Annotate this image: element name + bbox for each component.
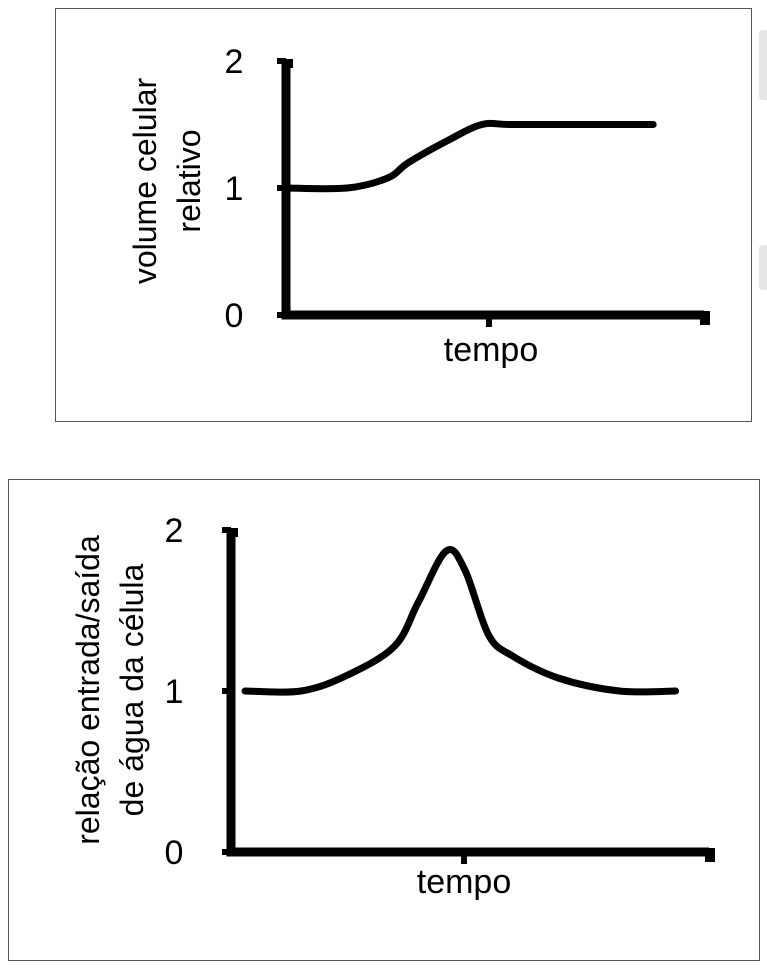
- series-line-0: [241, 546, 680, 696]
- x-axis-label: tempo: [444, 331, 539, 369]
- y-axis-end-cap: [284, 59, 293, 68]
- x-axis-label: tempo: [417, 863, 512, 901]
- x-axis-end-cap: [705, 848, 715, 862]
- y-axis-label-line: de água da célula: [114, 563, 150, 816]
- y-tick-label-1: 1: [165, 673, 184, 711]
- y-axis-label-line: relativo: [171, 129, 207, 232]
- chart-relacao-entrada-saida: 0 1 2 tempo relação entrada/saída de água da …: [70, 512, 715, 901]
- edge-artifact: [759, 30, 767, 100]
- y-axis-label: volume celular relativo: [127, 78, 207, 285]
- y-axis-end-cap: [229, 528, 238, 537]
- y-tick-label-1: 1: [225, 170, 244, 208]
- chart-panel-volume: 0 1 2 tempo volume celular relativo: [55, 8, 752, 422]
- y-tick-label-2: 2: [225, 43, 244, 81]
- y-tick-label-0: 0: [225, 297, 244, 335]
- y-tick-label-2: 2: [165, 512, 184, 550]
- chart-panel-relacao: 0 1 2 tempo relação entrada/saída de água da …: [8, 479, 760, 961]
- series-line-0: [282, 119, 657, 193]
- x-axis-end-cap: [700, 311, 710, 325]
- edge-artifact: [759, 245, 767, 290]
- y-tick-label-0: 0: [165, 834, 184, 872]
- y-axis-label-line: relação entrada/saída: [70, 535, 106, 845]
- y-axis-label: relação entrada/saída de água da célula: [70, 535, 150, 845]
- chart-volume-celular: 0 1 2 tempo volume celular relativo: [127, 43, 710, 369]
- y-axis-label-line: volume celular: [127, 78, 163, 285]
